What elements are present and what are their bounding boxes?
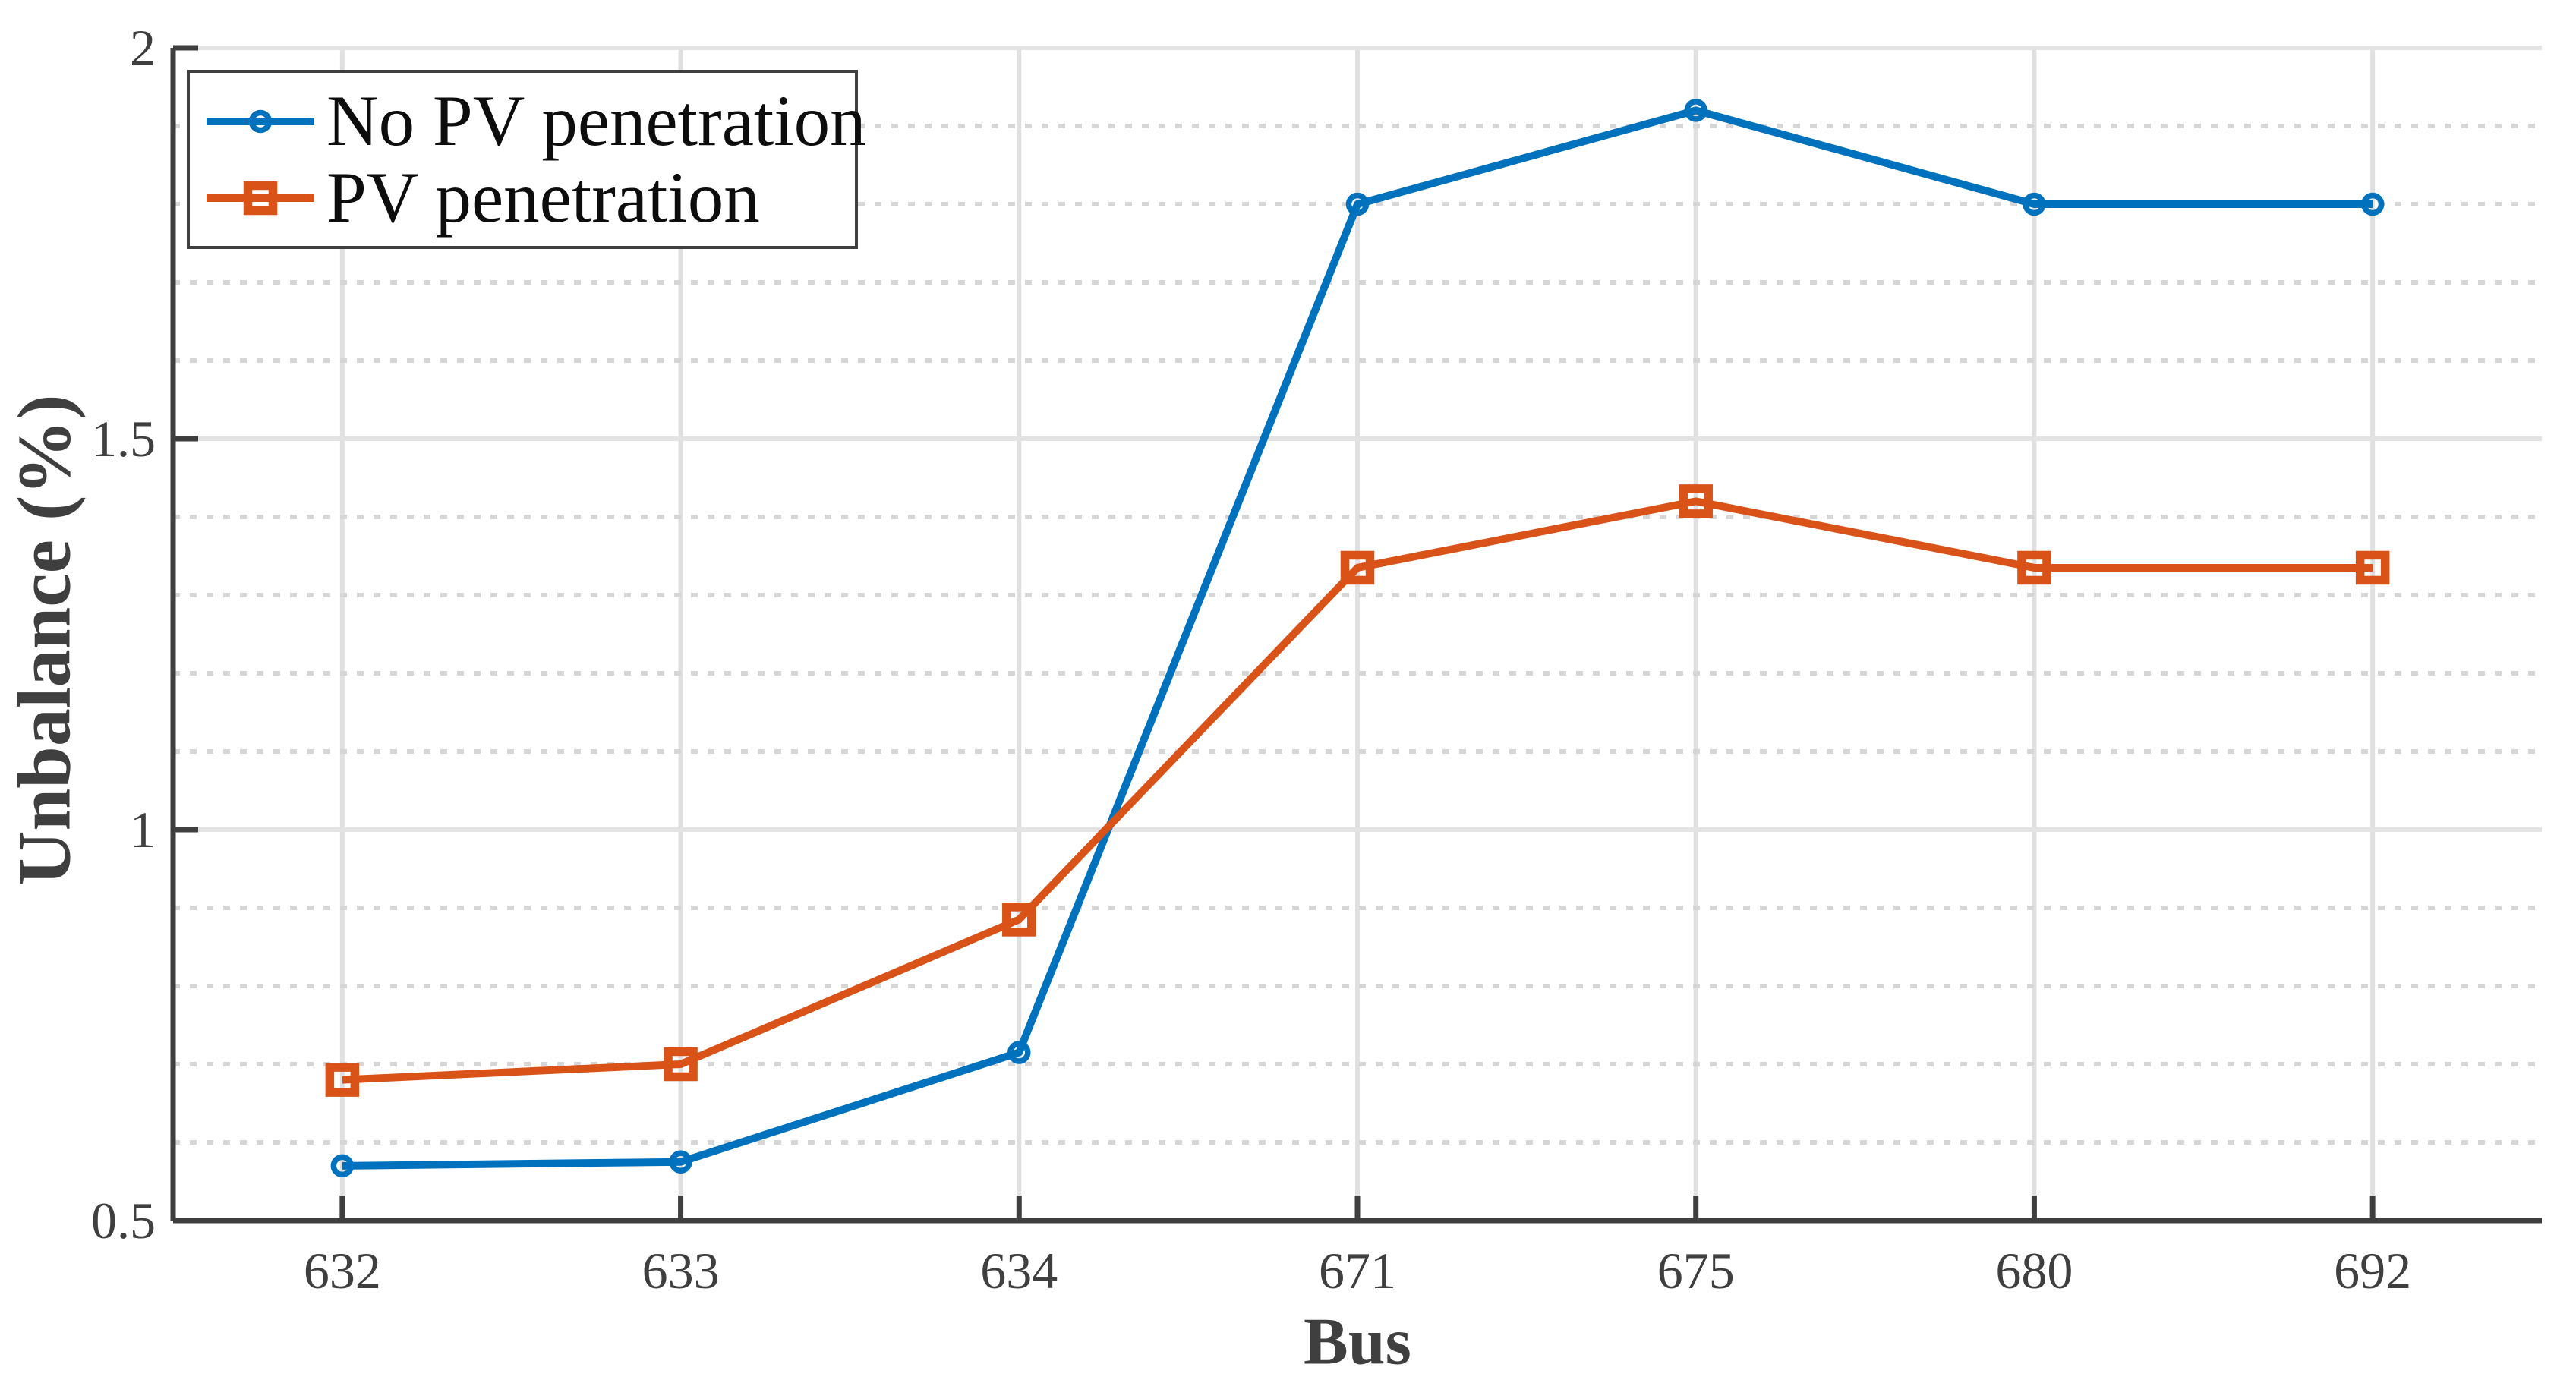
x-tick-label: 634 [980, 1242, 1058, 1300]
data-point-square [664, 1047, 698, 1082]
data-point-circle [2023, 192, 2046, 216]
data-point-square [1002, 903, 1036, 937]
data-point-circle [669, 1150, 692, 1174]
x-tick-label: 632 [304, 1242, 381, 1300]
data-point-square [2355, 550, 2390, 585]
data-point-square [1340, 550, 1375, 585]
data-point-circle [330, 1154, 355, 1178]
data-point-circle [1684, 99, 1707, 122]
legend-label-no-pv: No PV penetration [326, 80, 866, 161]
legend-line-circle-marker-sample [207, 109, 314, 133]
chart-generated-layer: 632 633 634 671 675 680 692 0.5 1 1.5 2 [91, 19, 2542, 1300]
y-tick-label: 1.5 [91, 410, 156, 468]
series-line-no-pv [342, 106, 2373, 1170]
legend: No PV penetration PV penetration [187, 70, 866, 249]
data-point-square [2017, 550, 2051, 585]
data-point-square [325, 1063, 360, 1097]
x-tick-label: 675 [1657, 1242, 1735, 1300]
series-line-pv [342, 497, 2373, 1084]
x-tick-label: 692 [2334, 1242, 2411, 1300]
x-tick-label: 671 [1319, 1242, 1396, 1300]
legend-item-pv-penetration: PV penetration [205, 162, 855, 234]
y-axis-label: Unbalance (%) [2, 394, 87, 885]
data-point-circle [1345, 192, 1370, 216]
legend-item-no-pv-penetration: No PV penetration [205, 85, 866, 157]
x-tick-label: 633 [642, 1242, 720, 1300]
x-tick-label: 680 [1995, 1242, 2073, 1300]
y-tick-label: 0.5 [91, 1192, 156, 1249]
y-tick-label: 1 [130, 801, 156, 858]
data-point-circle [2360, 192, 2385, 216]
x-axis-label: Bus [1304, 1306, 1411, 1379]
data-point-circle [1007, 1041, 1031, 1064]
legend-sample-square-marker [243, 181, 278, 215]
legend-label-pv: PV penetration [326, 157, 760, 238]
legend-sample-circle-marker [248, 109, 273, 133]
data-point-square [1679, 484, 1713, 518]
y-tick-label: 2 [130, 19, 156, 77]
legend-line-square-marker-sample [207, 181, 314, 215]
